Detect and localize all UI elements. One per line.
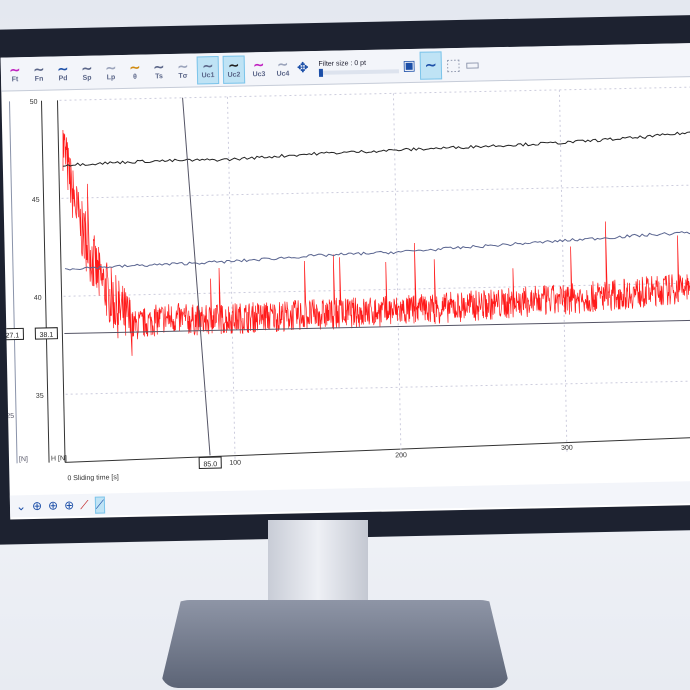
- wave-icon: ∼: [33, 61, 45, 77]
- channel-button-tσ[interactable]: ∼ Tσ: [173, 57, 194, 83]
- slider-knob[interactable]: [318, 68, 323, 77]
- wave-icon: ∼: [253, 57, 265, 73]
- channel-button-uc2[interactable]: ∼ Uc2: [222, 54, 246, 84]
- export-pdf-icon[interactable]: ▣: [402, 56, 416, 74]
- channel-label: Uc1: [201, 72, 215, 80]
- channel-button-ft[interactable]: ∼ Ft: [5, 61, 26, 87]
- channel-button-uc3[interactable]: ∼ Uc3: [249, 55, 270, 81]
- x-tick-label: 200: [395, 452, 407, 459]
- wave-icon: ∼: [105, 60, 117, 76]
- channel-label: Uc3: [252, 71, 266, 79]
- monitor: ∼ Ft ∼ Fn ∼ Pd ∼ Sp ∼ Lp ∼ θ ∼ Ts ∼ Tσ ∼ Uc1 ∼ Uc2 ∼ Uc3 ∼ Uc4 ✥…: [0, 14, 690, 545]
- y-tick-label: 45: [32, 197, 40, 204]
- channel-label: Pd: [58, 75, 68, 83]
- channel-label: θ: [133, 73, 137, 81]
- channel-label: Tσ: [178, 72, 188, 80]
- wave-icon: ∼: [202, 58, 214, 74]
- zoom-y-icon[interactable]: ⊕: [64, 498, 75, 513]
- x-axis-label: 0 Sliding time [s]: [67, 474, 119, 482]
- zoom-in-icon[interactable]: ⊕: [31, 498, 43, 514]
- zoom-x-icon[interactable]: ⊕: [47, 498, 59, 513]
- cursor-y-readout-box: [34, 327, 58, 340]
- grid-line-h: [59, 86, 690, 101]
- monitor-base: [160, 600, 510, 688]
- dropdown-icon[interactable]: ⌄: [15, 499, 27, 514]
- series-line-2: [64, 230, 690, 271]
- secondary-y-axis: [9, 101, 18, 464]
- chart: 50 45 40 35 25 100 200 300 0 Sliding time [s] H […: [1, 86, 690, 482]
- curve-mode-button[interactable]: ∼: [419, 50, 443, 80]
- channel-button-lp[interactable]: ∼ Lp: [101, 59, 122, 85]
- channel-label: Ft: [11, 76, 19, 84]
- cursor-horizontal: [64, 319, 690, 335]
- y-axis: [40, 100, 50, 463]
- screen: ∼ Ft ∼ Fn ∼ Pd ∼ Sp ∼ Lp ∼ θ ∼ Ts ∼ Tσ ∼ Uc1 ∼ Uc2 ∼ Uc3 ∼ Uc4 ✥…: [0, 42, 690, 520]
- grid-line-v: [558, 89, 568, 452]
- x-axis: [65, 436, 690, 463]
- wave-icon: ∼: [57, 61, 69, 77]
- channel-button-sp[interactable]: ∼ Sp: [77, 59, 98, 85]
- grid-line-h: [65, 380, 690, 395]
- wave-icon: ∼: [81, 60, 93, 76]
- move-icon[interactable]: ✥: [296, 59, 309, 76]
- cursor-vertical: [182, 97, 211, 456]
- secondary-y-tick-label: 25: [6, 413, 14, 420]
- grid-line-h: [63, 282, 690, 297]
- channel-label: Ts: [155, 73, 163, 81]
- channel-button-uc1[interactable]: ∼ Uc1: [196, 55, 220, 84]
- channel-button-pd[interactable]: ∼ Pd: [53, 60, 74, 86]
- filter-label: Filter size : 0 pt: [318, 59, 367, 68]
- cursor-y-readout: 38.1: [40, 332, 54, 339]
- wave-icon: ∼: [277, 56, 289, 72]
- wave-icon: ∼: [228, 57, 240, 73]
- pen-icon[interactable]: ⟋: [80, 497, 89, 512]
- series-line-0: [62, 129, 690, 356]
- secondary-y-axis-label: [N]: [19, 456, 28, 463]
- cursor-x-readout-box: [198, 456, 222, 470]
- channel-label: Uc2: [227, 71, 241, 79]
- x-tick-label: 300: [561, 445, 573, 452]
- channel-button-uc4[interactable]: ∼ Uc4: [273, 55, 294, 81]
- y-tick-label: 50: [30, 99, 38, 106]
- channel-button-ts[interactable]: ∼ Ts: [149, 58, 170, 84]
- filter-size-slider[interactable]: Filter size : 0 pt: [318, 59, 399, 77]
- channel-label: Uc4: [276, 70, 290, 78]
- channel-label: Sp: [82, 74, 92, 82]
- grid-line-v: [392, 93, 402, 456]
- plot-left-border: [56, 100, 66, 463]
- wave-icon: ∼: [177, 58, 189, 74]
- secondary-cursor-readout: 27.1: [6, 332, 20, 339]
- channel-button-fn[interactable]: ∼ Fn: [29, 60, 50, 86]
- y-tick-label: 35: [36, 393, 44, 400]
- line-tool-icon[interactable]: ⟋: [94, 495, 106, 514]
- x-tick-label: 100: [229, 460, 241, 467]
- fit-icon[interactable]: ⬚: [445, 56, 462, 74]
- y-axis-label: H [N]: [51, 455, 67, 462]
- wave-icon: ∼: [9, 62, 21, 78]
- channel-button-θ[interactable]: ∼ θ: [125, 58, 146, 84]
- wave-icon: ∼: [129, 59, 141, 75]
- channel-label: Fn: [34, 75, 44, 83]
- series-line-1: [62, 131, 690, 167]
- channel-label: Lp: [106, 74, 116, 82]
- cursor-x-readout: 85.0: [203, 461, 217, 468]
- y-tick-label: 40: [34, 295, 42, 302]
- window-icon[interactable]: ▭: [464, 56, 481, 74]
- grid-line-v: [226, 96, 236, 459]
- grid-line-h: [61, 184, 690, 199]
- wave-icon: ∼: [153, 59, 165, 75]
